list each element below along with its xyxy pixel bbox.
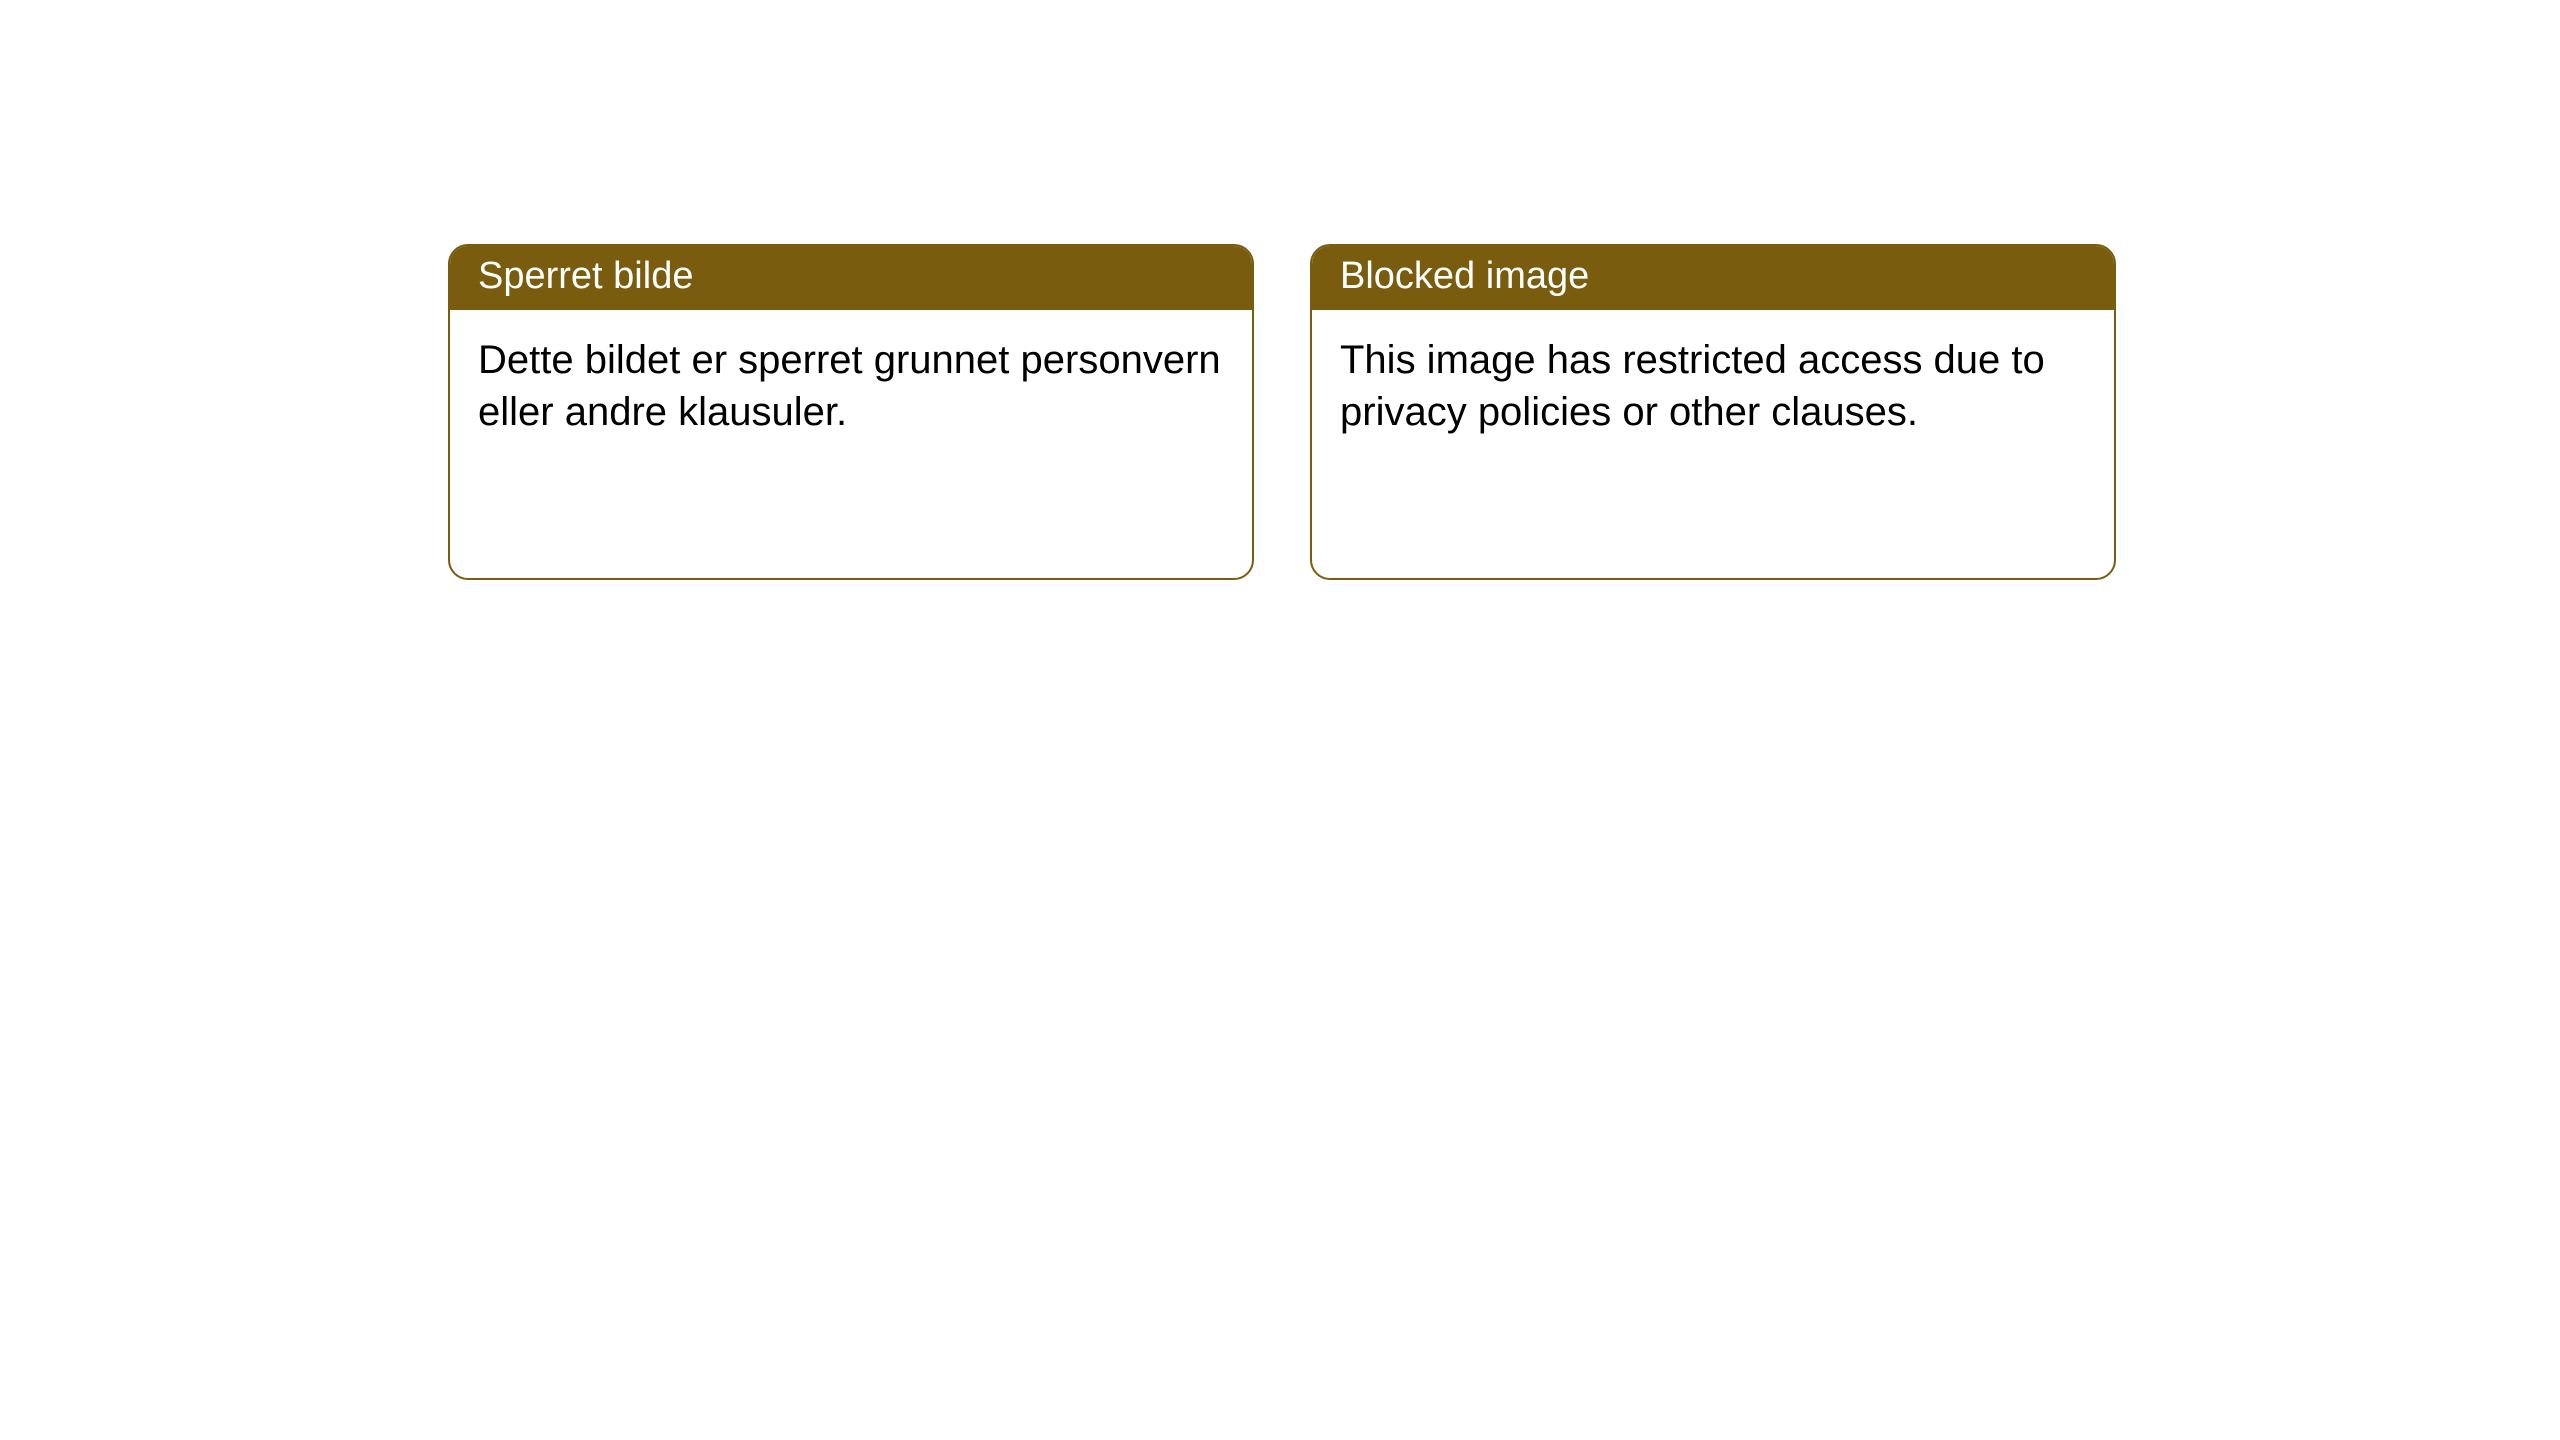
notice-header: Blocked image xyxy=(1312,246,2114,310)
notice-card-norwegian: Sperret bilde Dette bildet er sperret gr… xyxy=(448,244,1254,580)
notice-header-text: Blocked image xyxy=(1340,255,1589,297)
notice-body: This image has restricted access due to … xyxy=(1312,310,2114,462)
notice-header: Sperret bilde xyxy=(450,246,1252,310)
notice-body-text: Dette bildet er sperret grunnet personve… xyxy=(478,338,1221,434)
notice-body: Dette bildet er sperret grunnet personve… xyxy=(450,310,1252,462)
notice-card-english: Blocked image This image has restricted … xyxy=(1310,244,2116,580)
notices-container: Sperret bilde Dette bildet er sperret gr… xyxy=(0,0,2560,580)
notice-body-text: This image has restricted access due to … xyxy=(1340,338,2045,434)
notice-header-text: Sperret bilde xyxy=(478,255,693,297)
